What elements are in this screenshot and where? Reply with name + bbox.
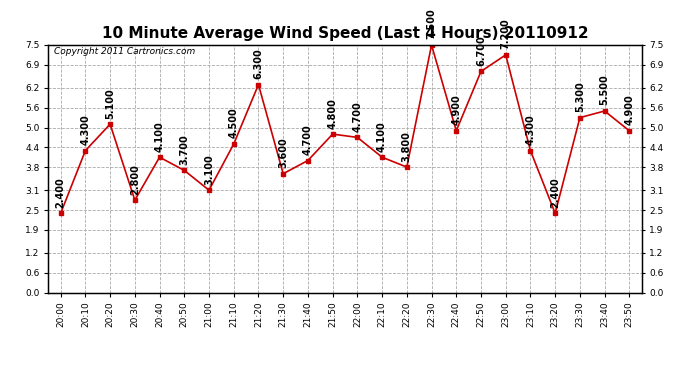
Text: 3.800: 3.800	[402, 130, 412, 162]
Text: 5.100: 5.100	[105, 88, 115, 118]
Text: 2.400: 2.400	[550, 177, 560, 208]
Text: 3.600: 3.600	[278, 137, 288, 168]
Text: 3.100: 3.100	[204, 154, 214, 184]
Text: 6.300: 6.300	[253, 48, 264, 79]
Text: 4.800: 4.800	[328, 98, 337, 129]
Text: 2.400: 2.400	[56, 177, 66, 208]
Text: 6.700: 6.700	[476, 35, 486, 66]
Text: 2.800: 2.800	[130, 164, 140, 195]
Text: 4.300: 4.300	[526, 114, 535, 145]
Text: 4.500: 4.500	[229, 108, 239, 138]
Text: 7.200: 7.200	[501, 19, 511, 50]
Text: 4.700: 4.700	[303, 124, 313, 155]
Text: 7.500: 7.500	[426, 9, 437, 39]
Text: Copyright 2011 Cartronics.com: Copyright 2011 Cartronics.com	[55, 48, 195, 57]
Text: 4.300: 4.300	[81, 114, 90, 145]
Title: 10 Minute Average Wind Speed (Last 4 Hours) 20110912: 10 Minute Average Wind Speed (Last 4 Hou…	[101, 26, 589, 41]
Text: 4.700: 4.700	[353, 101, 362, 132]
Text: 4.100: 4.100	[377, 121, 387, 152]
Text: 5.500: 5.500	[600, 75, 609, 105]
Text: 3.700: 3.700	[179, 134, 189, 165]
Text: 4.900: 4.900	[624, 94, 634, 125]
Text: 4.900: 4.900	[451, 94, 461, 125]
Text: 4.100: 4.100	[155, 121, 164, 152]
Text: 5.300: 5.300	[575, 81, 585, 112]
